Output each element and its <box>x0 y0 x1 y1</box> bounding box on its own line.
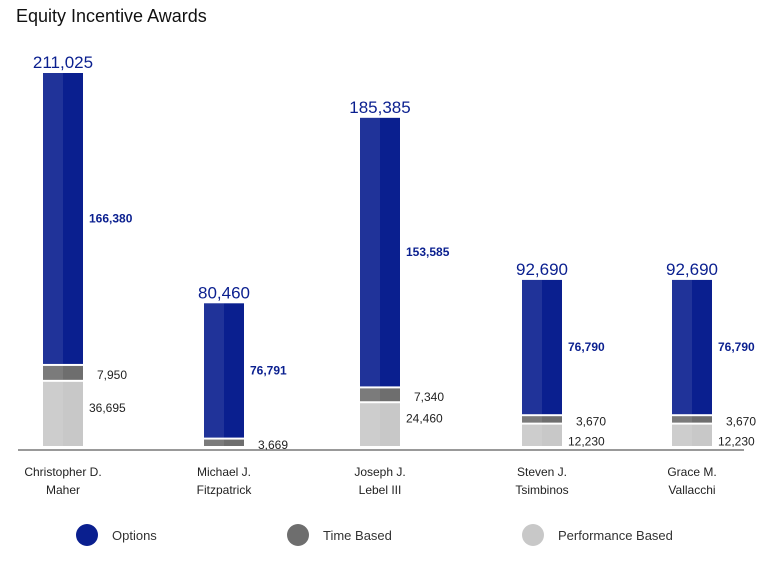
legend-item-options: Options <box>76 524 157 546</box>
options-label-1: 76,791 <box>250 363 287 377</box>
bar-time-0-shade <box>43 365 63 380</box>
bar-options-0-shade <box>43 73 63 364</box>
bar-options-2-shade <box>360 117 380 387</box>
legend-swatch-options <box>76 524 98 546</box>
total-label-2: 185,385 <box>349 98 410 117</box>
legend-swatch-time-based <box>287 524 309 546</box>
bar-performance-0 <box>43 381 83 446</box>
legend-swatch-performance-based <box>522 524 544 546</box>
bar-options-3-shade <box>522 279 542 415</box>
category-label-2-line2: Lebel III <box>359 483 402 497</box>
category-label-0-line2: Maher <box>46 483 80 497</box>
performance-label-4: 12,230 <box>718 434 755 448</box>
time-label-4: 3,670 <box>726 414 756 428</box>
bar-performance-0-shade <box>43 381 63 446</box>
legend-item-time-based: Time Based <box>287 524 392 546</box>
bar-performance-4-shade <box>672 424 692 446</box>
total-label-1: 80,460 <box>198 283 250 302</box>
legend-label-options: Options <box>112 527 157 543</box>
category-label-2-line1: Joseph J. <box>354 465 405 479</box>
bar-time-1 <box>204 439 244 446</box>
bar-performance-3-shade <box>522 424 542 446</box>
bar-time-3-shade <box>522 416 542 423</box>
category-label-1-line2: Fitzpatrick <box>197 483 253 497</box>
legend-label-performance-based: Performance Based <box>558 527 673 543</box>
options-label-4: 76,790 <box>718 340 755 354</box>
total-label-0: 211,025 <box>33 53 93 72</box>
stacked-bar-chart: 211,025 166,380 7,950 36,695 Christopher D. M… <box>18 53 756 497</box>
time-label-1: 3,669 <box>258 438 288 452</box>
bar-performance-3 <box>522 424 562 446</box>
bar-options-1-shade <box>204 303 224 438</box>
bar-time-2-shade <box>360 388 380 402</box>
bar-options-4-shade <box>672 279 692 415</box>
bar-time-0 <box>43 365 83 380</box>
bar-performance-2-shade <box>360 403 380 446</box>
bar-performance-4 <box>672 424 712 446</box>
category-label-3-line2: Tsimbinos <box>515 483 568 497</box>
category-label-4-line1: Grace M. <box>667 465 716 479</box>
category-label-1-line1: Michael J. <box>197 465 251 479</box>
chart-title: Equity Incentive Awards <box>16 6 207 26</box>
legend-label-time-based: Time Based <box>323 527 392 543</box>
category-label-4-line2: Vallacchi <box>668 483 715 497</box>
bar-options-0 <box>43 73 83 364</box>
bar-performance-2 <box>360 403 400 446</box>
bar-time-1-shade <box>204 439 224 446</box>
performance-label-0: 36,695 <box>89 401 126 415</box>
bar-time-3 <box>522 416 562 423</box>
options-label-2: 153,585 <box>406 245 450 259</box>
category-label-0-line1: Christopher D. <box>24 465 101 479</box>
options-label-0: 166,380 <box>89 211 133 225</box>
bar-options-2 <box>360 117 400 387</box>
bar-time-4 <box>672 416 712 423</box>
bar-time-2 <box>360 388 400 402</box>
time-label-0: 7,950 <box>97 368 127 382</box>
category-label-3-line1: Steven J. <box>517 465 567 479</box>
bar-time-4-shade <box>672 416 692 423</box>
time-label-2: 7,340 <box>414 390 444 404</box>
bar-options-1 <box>204 303 244 438</box>
performance-label-3: 12,230 <box>568 434 605 448</box>
performance-label-2: 24,460 <box>406 412 443 426</box>
options-label-3: 76,790 <box>568 340 605 354</box>
time-label-3: 3,670 <box>576 414 606 428</box>
bar-options-4 <box>672 279 712 415</box>
bar-options-3 <box>522 279 562 415</box>
total-label-4: 92,690 <box>666 260 718 279</box>
legend-item-performance-based: Performance Based <box>522 524 673 546</box>
total-label-3: 92,690 <box>516 260 568 279</box>
legend: Options Time Based Performance Based <box>0 524 758 554</box>
